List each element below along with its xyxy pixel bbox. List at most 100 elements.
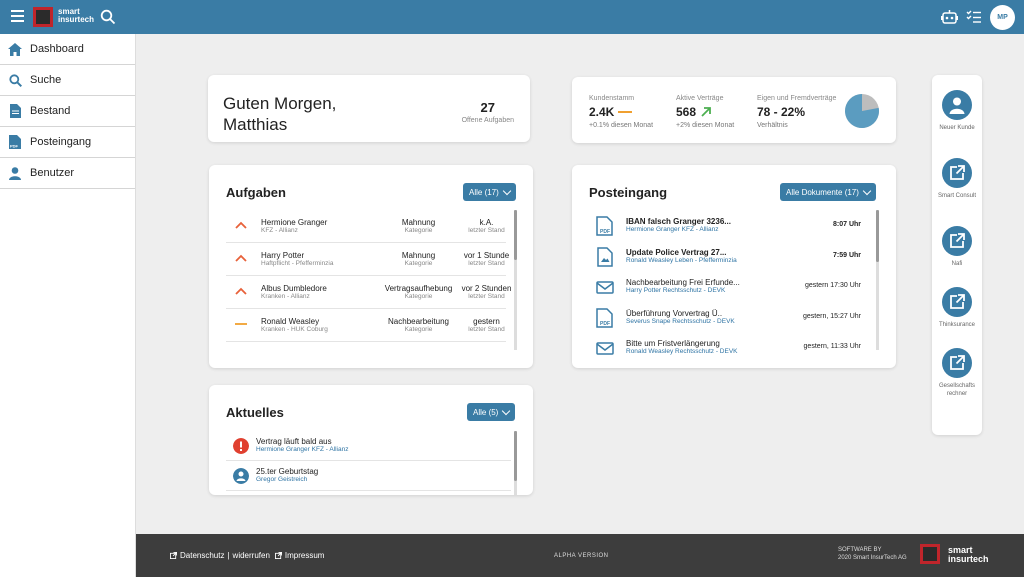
aktuelles-title: Aktuelles [226,405,284,420]
inbox-item[interactable]: Update Police Vertrag 27... Ronald Weasle… [589,243,869,273]
sidebar-item-dashboard[interactable]: Dashboard [0,34,135,65]
posteingang-scrollbar[interactable] [876,210,879,350]
inbox-subject: Bitte um Fristverlängerung [626,339,720,348]
tool-neuer-kunde[interactable]: Neuer Kunde [932,90,982,132]
task-row[interactable]: Ronald Weasley Kranken - HUK Coburg Nachbe… [226,309,506,342]
impressum-link[interactable]: Impressum [284,551,325,560]
task-row[interactable]: Hermione Granger KFZ - Allianz Mahnung Kate… [226,210,506,243]
footer: Datenschutz | widerrufen Impressum ALPHA… [136,534,1024,577]
pie-slice-eigen [845,94,879,128]
svg-text:PDF: PDF [600,321,610,327]
aktuelles-scrollbar[interactable] [514,431,517,495]
chevron-down-icon [502,186,512,195]
chevron-down-icon [862,186,872,195]
sidebar: Dashboard Suche Bestand PDF Posteingang … [0,34,136,577]
inbox-subject: IBAN falsch Granger 3236... [626,217,731,226]
inbox-item[interactable]: Nachbearbeitung Frei Erfunde... Harry Pot… [589,273,869,303]
inbox-item[interactable]: Bitte um Fristverlängerung Ronald Weasley… [589,334,869,364]
open-tasks-counter[interactable]: 27 Offene Aufgaben [462,100,514,124]
external-link-icon [170,552,177,559]
sidebar-item-posteingang[interactable]: PDF Posteingang [0,127,135,158]
task-due: gestern [473,317,500,326]
aufgaben-filter-dropdown[interactable]: Alle (17) [463,183,516,201]
priority-high-icon [235,254,247,262]
news-item[interactable]: Vertrag läuft bald aus Hermione Granger … [226,431,511,461]
aufgaben-scrollbar[interactable] [514,210,517,350]
tool-label: Gesellschafts rechner [938,383,975,397]
inbox-sender[interactable]: Harry Potter Rechtsschutz - DEVK [626,287,726,294]
task-due-label: letzter Stand [468,227,505,234]
tool-gesellschafts-rechner[interactable]: Gesellschafts rechner [932,348,982,398]
news-item[interactable]: 25.ter Geburtstag Gregor Geistreich [226,461,511,491]
tool-nafi[interactable]: Nafi [932,226,982,268]
stat-value: 2.4K [589,105,615,119]
tool-label: Smart Consult [937,193,976,199]
alert-icon [233,438,249,454]
posteingang-title: Posteingang [589,185,668,200]
task-category: Vertragsaufhebung [384,284,453,293]
stat-sub: +0.1% diesen Monat [589,122,654,129]
datenschutz-link[interactable]: Datenschutz [180,551,225,560]
ratio-pie-chart [845,94,879,128]
task-customer: Harry Potter [261,251,305,260]
logo-mark [33,7,53,27]
sidebar-item-label: Bestand [30,105,71,117]
tool-smart-consult[interactable]: Smart Consult [932,158,982,200]
tool-thinksurance[interactable]: Thinksurance [932,287,982,329]
pdf-icon: PDF [8,135,22,149]
alpha-version-label: ALPHA VERSION [554,553,609,559]
task-customer: Ronald Weasley [261,317,320,326]
search-icon[interactable] [100,9,116,25]
greeting-card: Guten Morgen, Matthias 27 Offene Aufgabe… [208,75,530,142]
stat-value: 78 - 22% [757,105,806,119]
task-due: vor 2 Stunden [461,284,512,293]
task-due-label: letzter Stand [468,260,505,267]
inbox-time: 7:59 Uhr [832,251,861,259]
task-category-label: Kategorie [404,260,433,267]
task-contract: Haftpflicht - Pfefferminzia [261,260,334,267]
aufgaben-card: Aufgaben Alle (17) Hermione Granger KFZ -… [209,165,533,368]
task-row[interactable]: Albus Dumbledore Kranken - Allianz Vertrag… [226,276,511,309]
assistant-bot-icon[interactable] [941,9,958,25]
inbox-item[interactable]: PDF IBAN falsch Granger 3236... Hermione G… [589,212,869,242]
aktuelles-filter-dropdown[interactable]: Alle (5) [467,403,516,421]
news-title: Vertrag läuft bald aus [256,437,332,446]
inbox-time: gestern 17:30 Uhr [804,282,861,289]
greeting-text: Guten Morgen, Matthias [223,94,337,134]
external-link-icon [942,226,972,256]
inbox-sender[interactable]: Hermione Granger KFZ - Allianz [626,226,719,233]
stat-sub: +2% diesen Monat [676,122,735,129]
aufgaben-title: Aufgaben [226,185,286,200]
news-sub[interactable]: Hermione Granger KFZ - Allianz [256,446,349,453]
software-by: SOFTWARE BY 2020 Smart InsurTech AG [838,546,912,562]
stats-card: Kundenstamm 2.4K +0.1% diesen Monat Akti… [572,77,896,143]
widerrufen-link[interactable]: widerrufen [232,551,270,560]
tool-label: Thinksurance [938,322,976,328]
task-contract: Kranken - HUK Coburg [261,326,328,333]
inbox-sender[interactable]: Ronald Weasley Leben - Pfefferminzia [626,256,737,264]
inbox-item[interactable]: PDF Überführung Vorvertrag Ü.. Severus Sna… [589,304,869,334]
task-contract: KFZ - Allianz [261,227,298,234]
sidebar-item-suche[interactable]: Suche [0,65,135,96]
task-row[interactable]: Harry Potter Haftpflicht - Pfefferminzia M… [226,243,509,276]
user-avatar[interactable]: MP [990,5,1015,30]
sidebar-item-label: Benutzer [30,167,75,179]
filter-label: Alle (17) [469,187,499,197]
inbox-sender[interactable]: Ronald Weasley Rechtsschutz - DEVK [626,348,738,355]
task-list-icon[interactable] [966,10,981,24]
news-sub[interactable]: Gregor Geistreich [256,476,308,483]
news-title: 25.ter Geburtstag [256,467,319,476]
sidebar-item-bestand[interactable]: Bestand [0,96,135,127]
posteingang-filter-dropdown[interactable]: Alle Dokumente (17) [780,183,876,201]
pdf-icon: PDF [596,307,614,328]
task-customer: Hermione Granger [261,218,328,227]
task-due-label: letzter Stand [468,326,505,333]
logo-text: smart insurtech [58,7,95,24]
hamburger-menu-icon[interactable] [11,10,24,22]
stat-label: Kundenstamm [589,95,635,102]
sidebar-item-benutzer[interactable]: Benutzer [0,158,135,189]
task-category: Nachbearbeitung [388,317,449,326]
inbox-sender[interactable]: Severus Snape Rechtsschutz - DEVK [626,317,735,325]
mail-icon [596,338,614,358]
task-category-label: Kategorie [404,326,433,333]
